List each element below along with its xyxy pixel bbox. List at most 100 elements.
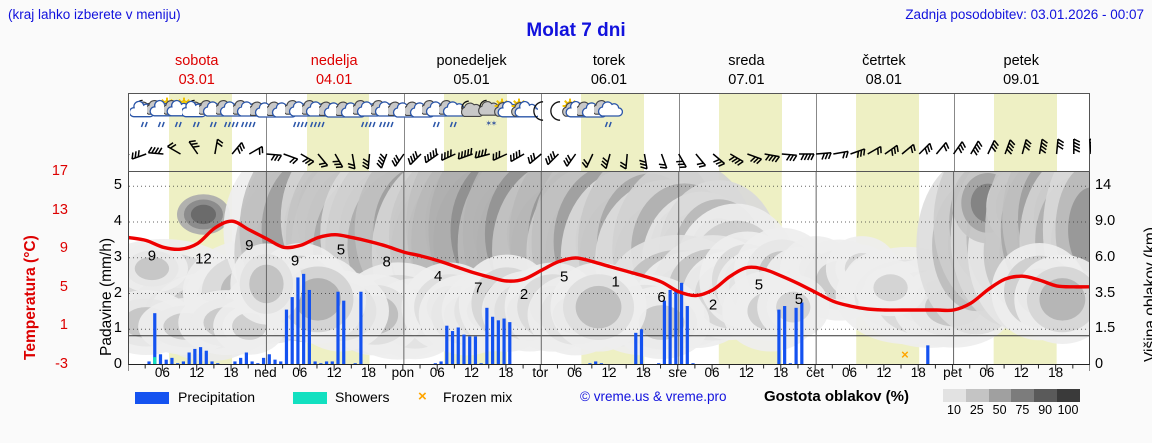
precipitation-bar: [634, 332, 638, 364]
x-tick-label: 12: [464, 365, 480, 380]
x-tick-label: 06: [154, 365, 170, 380]
cloudtop-tick-9.0: 9.0: [1095, 213, 1116, 230]
chart-legend: Precipitation Showers × Frozen mix © vre…: [128, 388, 1152, 417]
page-title: Molat 7 dni: [526, 20, 626, 41]
precipitation-bar: [496, 320, 500, 364]
precip-tick-3: 3: [113, 248, 122, 265]
precipitation-bar: [599, 363, 604, 364]
cloud-blob: [575, 285, 622, 329]
precipitation-bar: [788, 363, 792, 364]
precipitation-bar: [256, 363, 260, 364]
location-menu-note: (kraj lahko izberete v meniju): [8, 7, 181, 22]
forecast-plot-area: × 9 12 9 9 5 8 4 7 2 5 1 6 2 5 5: [128, 172, 1090, 365]
cloud-blob: [295, 278, 341, 321]
frozen-mix-legend-label: Frozen mix: [443, 389, 513, 405]
x-tick-label: tor: [532, 365, 549, 380]
precipitation-bar: [508, 322, 512, 364]
precipitation-bar: [479, 363, 483, 364]
day-separator: [816, 94, 818, 171]
temperature-line: [129, 219, 1089, 313]
x-tick-label: 06: [841, 365, 858, 380]
x-axis-tick-marks: [128, 365, 1090, 371]
cloud-density-segment-50: [988, 389, 1012, 402]
precipitation-bar: [800, 302, 804, 364]
x-tick-label: 12: [189, 365, 205, 380]
temperature-value-label: 4: [434, 268, 442, 285]
moon-clear-icon: [538, 96, 576, 136]
precipitation-bar: [588, 363, 592, 364]
cloud-blob: [776, 291, 811, 323]
x-tick-label: 18: [1048, 365, 1064, 380]
cloud-density-segment-90: [1034, 389, 1058, 402]
day-date: 09.01: [1003, 72, 1040, 88]
precipitation-axis-title: Padavine (mm/h): [98, 237, 115, 356]
precipitation-bar: [794, 307, 798, 364]
day-name: nedelja: [310, 53, 358, 69]
cloud-density-segment-10: [943, 389, 966, 402]
precipitation-bar: [181, 361, 186, 364]
cloud-density-legend-title: Gostota oblakov (%): [764, 388, 910, 405]
cloud-blob: [638, 305, 685, 340]
last-updated-label: Zadnja posodobitev: 03.01.2026 - 00:07: [905, 7, 1144, 22]
temperature-value-label: 6: [657, 289, 665, 306]
temperature-value-label: 5: [560, 269, 568, 286]
temperature-value-label: 2: [709, 297, 717, 314]
precipitation-bar: [685, 306, 689, 364]
x-tick-label: 12: [1013, 365, 1029, 380]
cloud-density-segment-25: [965, 389, 989, 402]
precipitation-bar: [210, 361, 214, 364]
temperature-tick-9: 9: [59, 240, 68, 257]
cloud-density-segment-75: [1011, 389, 1035, 402]
day-date: 05.01: [453, 72, 490, 88]
temperature-tick--3: -3: [55, 356, 68, 372]
temperature-value-label: 8: [383, 253, 391, 270]
precipitation-bar: [307, 289, 311, 364]
showers-bar: [153, 357, 157, 364]
day-name: torek: [592, 53, 626, 69]
precipitation-bar: [302, 273, 306, 364]
precipitation-bar: [342, 300, 346, 364]
x-tick-label: 12: [738, 365, 754, 380]
precipitation-bar: [783, 306, 787, 364]
cloud-density-tick-50: 50: [992, 403, 1007, 417]
moon-clear-icon: [521, 96, 559, 136]
temperature-value-label: 12: [195, 250, 212, 267]
precipitation-bar: [462, 334, 466, 364]
x-tick-label: čet: [806, 365, 825, 380]
cloud-rain-icon: [590, 96, 628, 136]
cloud-blob: [134, 256, 170, 281]
cloudtop-tick-0: 0: [1095, 356, 1104, 372]
sun-cloud-icon: [504, 96, 542, 136]
precipitation-bar: [290, 297, 294, 364]
precipitation-bar: [450, 331, 455, 364]
cloud-density-tick-10: 10: [947, 403, 961, 417]
precipitation-bar: [176, 363, 180, 364]
x-tick-label: 18: [360, 365, 377, 380]
day-column-četrtek: četrtek 08.01: [815, 52, 952, 92]
temperature-value-label: 2: [520, 286, 528, 303]
precipitation-bar: [261, 357, 266, 364]
copyright-label[interactable]: © vreme.us & vreme.pro: [580, 389, 727, 404]
temperature-tick-1: 1: [59, 317, 68, 334]
precipitation-bar: [204, 350, 208, 364]
precipitation-bar: [216, 363, 220, 364]
day-column-sobota: sobota 03.01: [128, 52, 265, 92]
precipitation-bar: [468, 336, 472, 364]
temperature-axis-title: Temperatura (°C): [22, 235, 39, 360]
precipitation-bar: [679, 282, 684, 364]
x-axis-ticks: 06 12 18 ned 06 12 18 pon 06 12 18 tor 06 12 18 sre 06 12…: [128, 365, 1090, 383]
temperature-value-label: 5: [795, 291, 803, 308]
cloud-blob: [1068, 187, 1089, 273]
precipitation-bar: [456, 327, 460, 364]
precipitation-bar: [296, 277, 300, 364]
cloud-density-segment-100: [1057, 389, 1080, 402]
cloud-density-tick-90: 90: [1038, 403, 1053, 417]
precipitation-bar: [439, 361, 443, 364]
day-name: petek: [1003, 53, 1039, 69]
precipitation-bar: [267, 354, 271, 364]
x-tick-label: 06: [567, 365, 583, 380]
precipitation-swatch: [135, 392, 169, 404]
precipitation-bar: [198, 347, 203, 364]
precipitation-bar: [313, 361, 317, 364]
temperature-value-label: 5: [337, 242, 345, 259]
